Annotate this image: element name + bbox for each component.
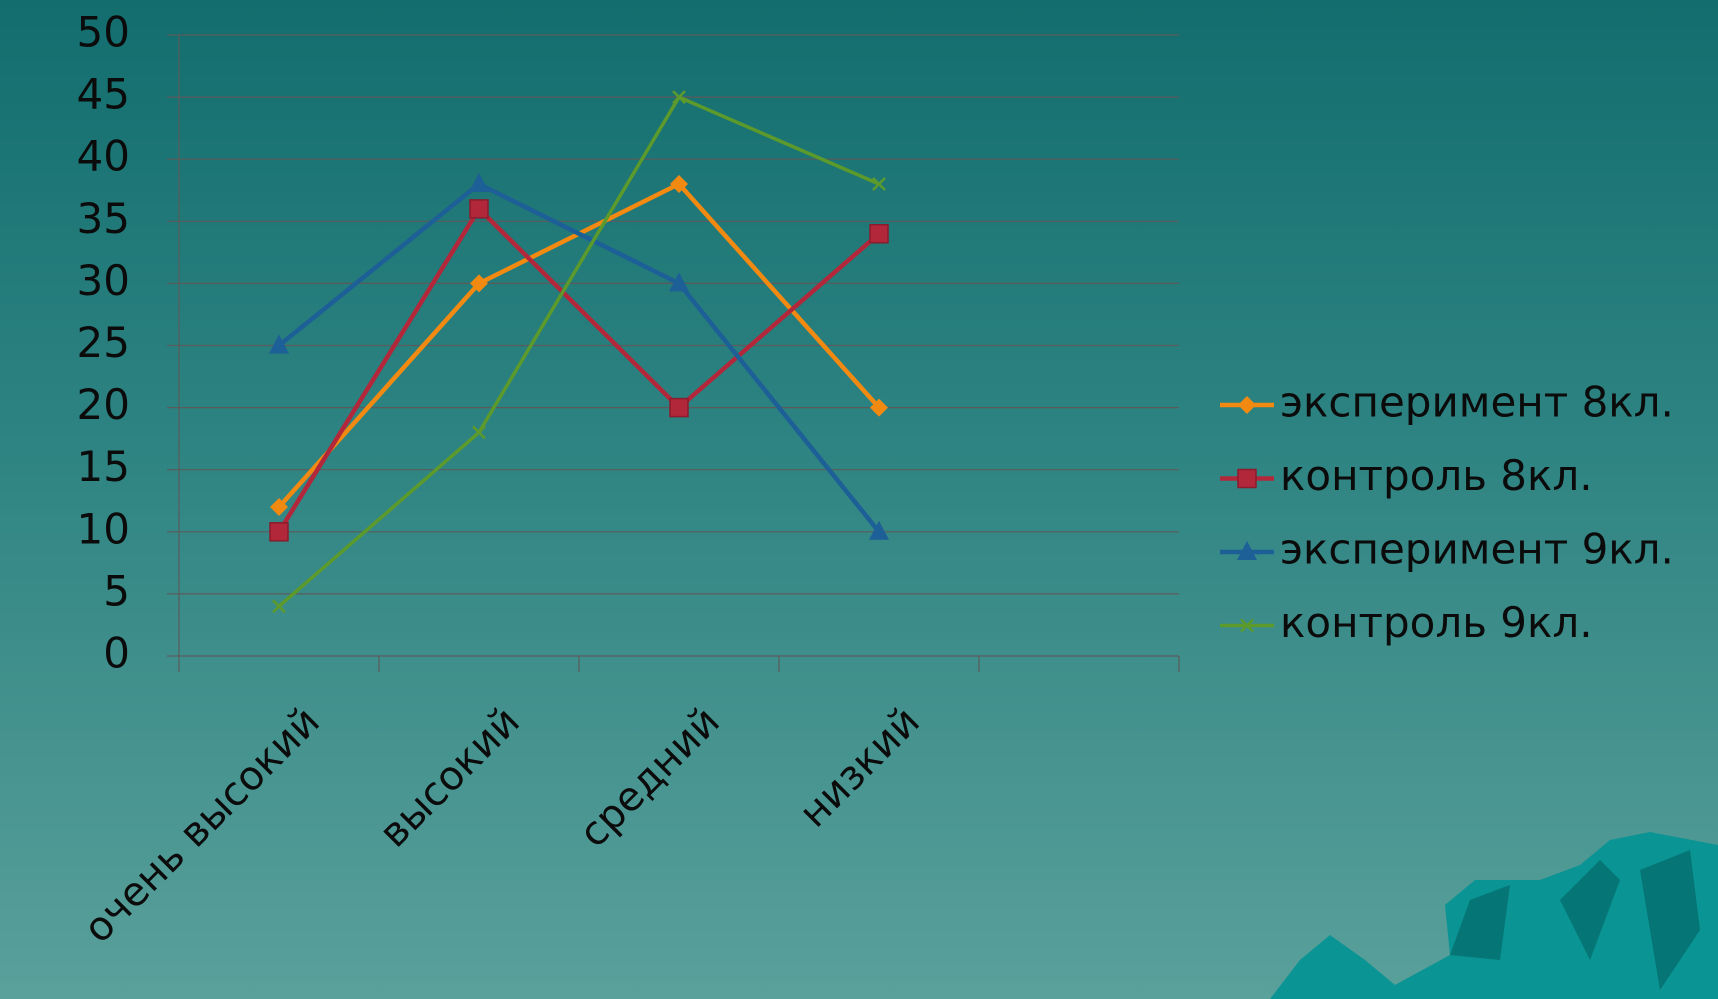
x-tick-label: средний [571, 698, 729, 856]
marker [470, 274, 488, 293]
decoration-rocks [1270, 832, 1718, 999]
legend-marker [1237, 541, 1257, 560]
series-line [277, 95, 880, 608]
marker [870, 398, 888, 417]
legend-marker [1240, 618, 1254, 633]
marker [672, 90, 686, 104]
rock-shade [1450, 850, 1700, 990]
legend-marker [1238, 396, 1256, 414]
y-tick-label: 50 [77, 8, 130, 57]
legend-label: контроль 8кл. [1280, 451, 1593, 500]
y-tick-label: 40 [77, 132, 130, 181]
marker [669, 272, 689, 292]
marker [670, 175, 688, 194]
x-tick-label: низкий [791, 698, 929, 836]
y-tick-label: 30 [77, 256, 130, 305]
y-tick-label: 10 [77, 504, 130, 553]
y-tick-label: 25 [77, 318, 130, 367]
marker [469, 173, 489, 193]
series-line [277, 181, 881, 534]
y-tick-label: 20 [77, 380, 130, 429]
marker [669, 397, 689, 418]
marker [869, 223, 889, 244]
legend-label: эксперимент 8кл. [1280, 378, 1674, 427]
marker [269, 522, 289, 542]
marker [269, 334, 289, 354]
y-tick-label: 35 [77, 194, 130, 243]
marker [472, 425, 486, 440]
y-tick-label: 15 [77, 442, 130, 491]
y-tick-label: 45 [77, 70, 130, 119]
y-tick-label: 0 [103, 629, 130, 678]
legend-label: эксперимент 9кл. [1280, 525, 1674, 574]
legend-marker [1237, 468, 1257, 489]
x-tick-label: высокий [371, 698, 529, 856]
marker [272, 599, 286, 614]
series-line [277, 206, 881, 533]
y-tick-label: 5 [103, 566, 130, 615]
marker [469, 199, 489, 219]
marker [872, 177, 886, 191]
x-tick-label: очень высокий [75, 698, 329, 952]
marker [270, 497, 288, 516]
legend-label: контроль 9кл. [1280, 598, 1593, 647]
marker [869, 520, 889, 540]
